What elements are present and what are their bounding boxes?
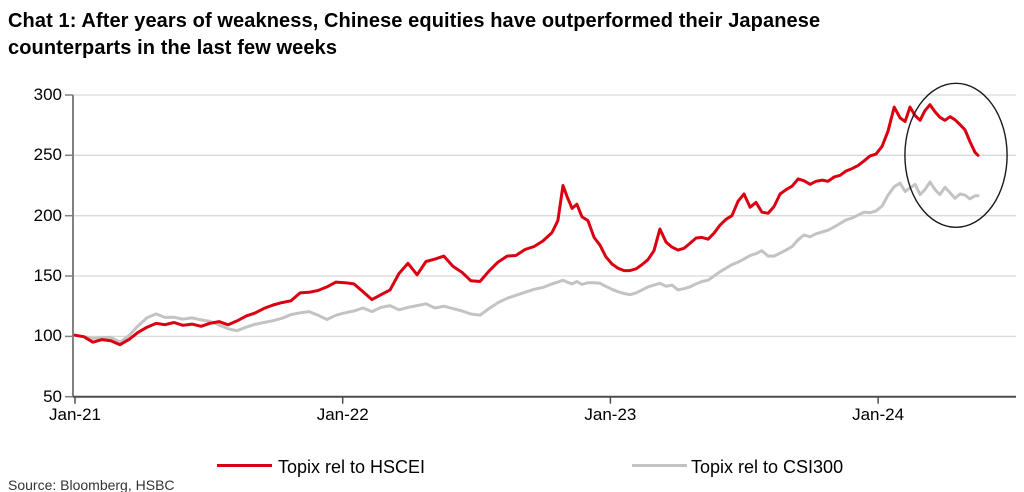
legend-label-topix-hscei: Topix rel to HSCEI <box>278 457 426 477</box>
series-line-topix-rel-to-hscei <box>73 103 980 347</box>
source-note: Source: Bloomberg, HSBC <box>8 477 175 492</box>
y-axis-label-200: 200 <box>33 205 62 225</box>
y-axis-label-50: 50 <box>43 386 62 406</box>
y-axis-label-300: 300 <box>33 85 62 104</box>
legend-label-topix-csi300: Topix rel to CSI300 <box>691 457 844 477</box>
annotation-ellipse <box>904 82 1008 229</box>
chart-title: Chat 1: After years of weakness, Chinese… <box>8 8 1008 62</box>
x-axis-label-Jan-24: Jan-24 <box>852 405 905 424</box>
x-axis-label-Jan-23: Jan-23 <box>584 405 637 424</box>
series-line-topix-rel-to-csi300 <box>73 180 980 344</box>
chart-canvas <box>65 82 1016 404</box>
y-axis-label-250: 250 <box>33 145 62 165</box>
y-axis-label-150: 150 <box>33 266 62 285</box>
legend-swatch-topix-hscei <box>217 464 272 467</box>
legend-swatch-topix-csi300 <box>632 464 687 467</box>
chart-title-line2: counterparts in the last few weeks <box>8 37 338 59</box>
x-axis-label-Jan-21: Jan-21 <box>49 405 101 424</box>
chart-title-line1: Chat 1: After years of weakness, Chinese… <box>8 10 821 32</box>
y-axis-label-100: 100 <box>33 326 62 346</box>
x-axis-label-Jan-22: Jan-22 <box>316 405 369 424</box>
